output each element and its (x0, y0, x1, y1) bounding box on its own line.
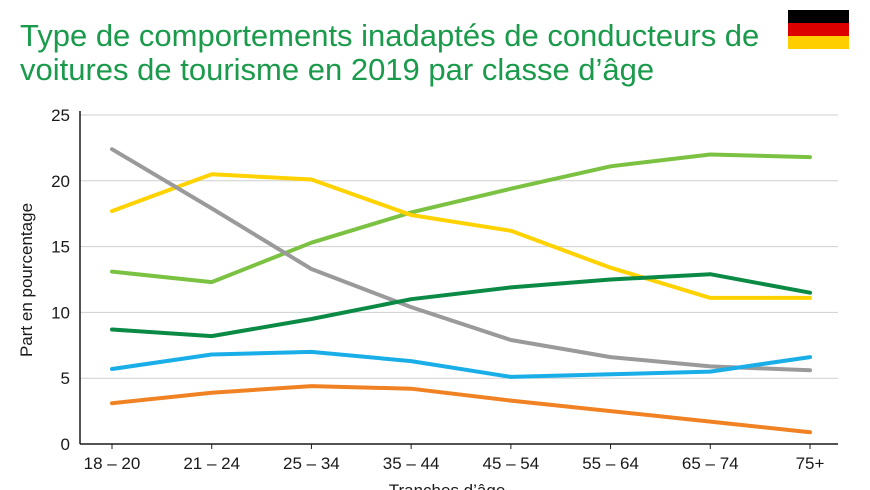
x-tick-label: 25 – 34 (283, 454, 340, 473)
gridlines (79, 111, 838, 445)
chart-title-line-1: Type de comportements inadaptés de condu… (20, 18, 759, 53)
x-tick-label: 45 – 54 (482, 454, 539, 473)
series-lines (110, 147, 812, 435)
y-tick-label: 20 (51, 172, 70, 191)
series-line-5 (110, 349, 812, 379)
germany-flag-icon (788, 10, 849, 49)
series-line-2 (110, 172, 812, 300)
x-tick-label: 75+ (796, 454, 825, 473)
y-axis-label: Part en pourcentage (17, 203, 36, 357)
y-tick-label: 5 (61, 369, 70, 388)
y-tick-label: 0 (61, 435, 70, 454)
x-tick-label: 21 – 24 (183, 454, 240, 473)
series-line-4 (110, 272, 812, 339)
series-line-1 (110, 152, 812, 285)
x-tick-label: 18 – 20 (84, 454, 141, 473)
x-axis-ticks: 18 – 20 21 – 24 25 – 34 35 – 44 45 – 54 55 – … (84, 444, 825, 473)
x-tick-label: 55 – 64 (582, 454, 639, 473)
y-tick-label: 10 (51, 303, 70, 322)
x-tick-label: 65 – 74 (682, 454, 739, 473)
flag-stripe (788, 23, 849, 36)
y-tick-label: 25 (51, 106, 70, 125)
flag-stripe (788, 10, 849, 23)
series-line-3 (110, 147, 812, 373)
x-tick-label: 35 – 44 (383, 454, 440, 473)
x-axis-label: Tranches d’âge (389, 481, 506, 490)
flag-stripe (788, 36, 849, 49)
series-line-6 (110, 384, 812, 435)
y-tick-label: 15 (51, 238, 70, 257)
chart-title-line-2: voitures de tourisme en 2019 par classe … (20, 52, 654, 87)
y-axis-ticks: 0 5 10 15 20 25 (51, 106, 70, 454)
